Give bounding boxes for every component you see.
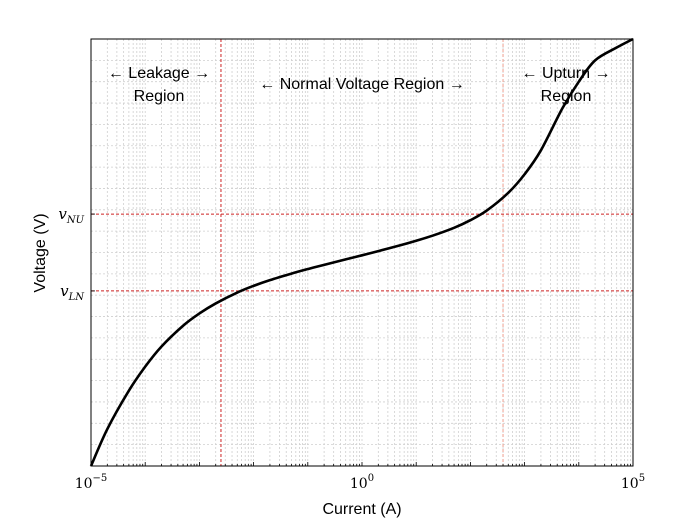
x-axis-label: Current (A) (322, 501, 401, 518)
grid (91, 39, 633, 466)
upturn-region-label-line2: Region (541, 88, 592, 105)
x-tick-label: 10−5 (75, 473, 108, 492)
y-tick-label: vNU (58, 205, 84, 226)
leakage-region-label-line2: Region (134, 88, 185, 105)
upturn-region-label-line1: ← Upturn → (522, 65, 611, 82)
x-ticks: 10−5 100 105 (75, 462, 645, 492)
normal-region-label: ← Normal Voltage Region → (259, 76, 464, 93)
x-tick-label: 100 (350, 473, 374, 492)
y-ticks: vNU vLN (58, 205, 95, 303)
reference-lines (91, 39, 633, 466)
vi-curve (89, 37, 634, 467)
leakage-region-label-line1: ← Leakage → (108, 65, 210, 82)
x-tick-label: 105 (621, 473, 645, 492)
y-tick-label: vLN (60, 282, 85, 303)
y-axis-label: Voltage (V) (32, 213, 49, 292)
